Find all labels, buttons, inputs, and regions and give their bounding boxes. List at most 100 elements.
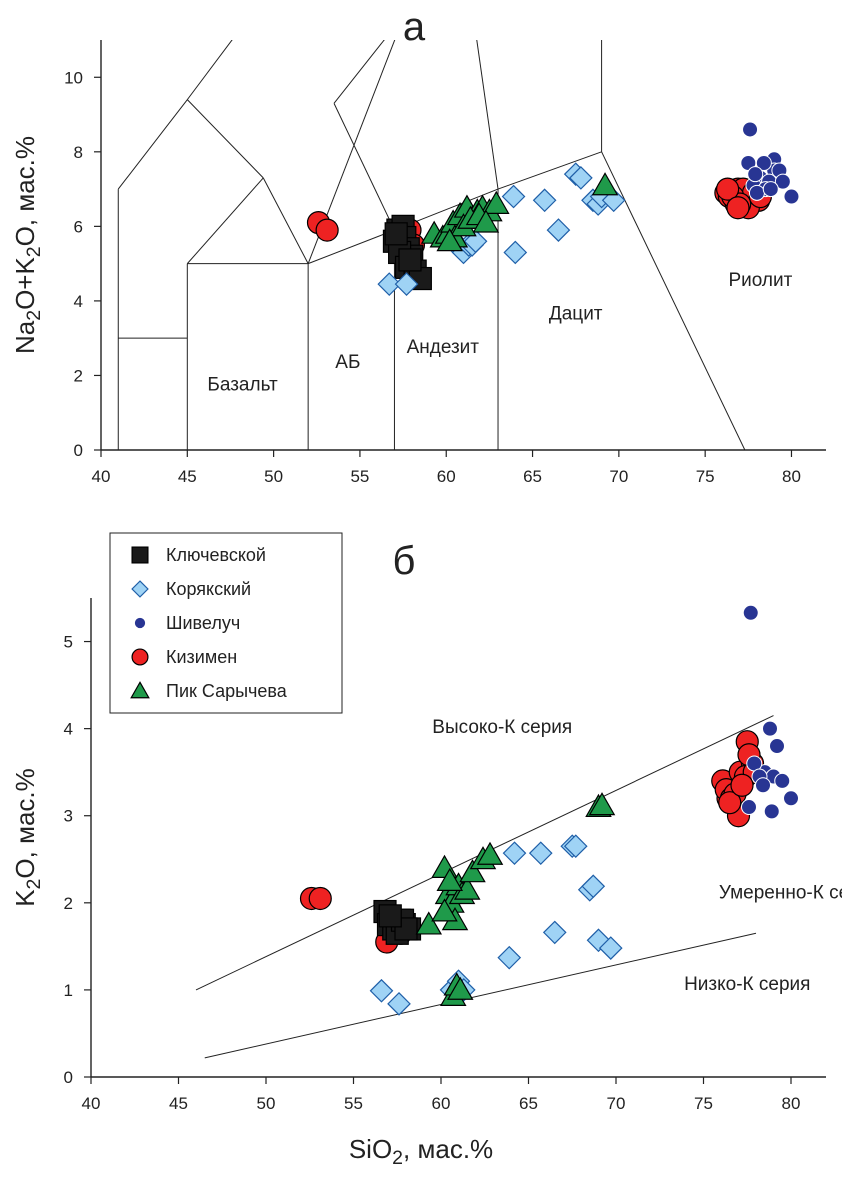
- point-shiveluch: [769, 738, 785, 755]
- point-peak-sarycheva: [591, 172, 619, 196]
- point-kizimen: [730, 773, 754, 797]
- point-peak-sarycheva: [472, 209, 500, 233]
- boundary-lines: [195, 715, 774, 1059]
- legend-label: Шивелуч: [166, 613, 240, 633]
- x-axis-label: SiO2, мас.%: [349, 1134, 493, 1169]
- boundary-line: [601, 151, 746, 450]
- point-shiveluch: [774, 173, 791, 190]
- panel-letter: б: [393, 539, 416, 583]
- boundary-line: [186, 99, 264, 179]
- point-koryaksky: [377, 272, 402, 296]
- boundary-line: [476, 40, 499, 190]
- boundary-lines: [117, 40, 746, 450]
- square-icon: [131, 546, 149, 564]
- point-koryaksky: [532, 188, 557, 213]
- point-shiveluch: [762, 720, 778, 737]
- point-koryaksky: [503, 240, 528, 265]
- series-label: Умеренно-К серия: [719, 882, 842, 903]
- point-shiveluch: [755, 155, 772, 171]
- y-tick-label: 6: [74, 217, 83, 236]
- boundary-line: [333, 103, 395, 231]
- y-tick-label: 5: [64, 633, 73, 652]
- point-shiveluch: [763, 803, 780, 820]
- point-klyuchevskoy: [384, 222, 408, 246]
- point-shiveluch: [742, 121, 759, 138]
- field-label: АБ: [335, 352, 360, 373]
- panel-letter: а: [403, 5, 426, 49]
- small-circle-icon: [133, 616, 147, 630]
- x-tick-label: 70: [609, 467, 628, 486]
- boundary-line: [204, 932, 757, 1059]
- legend: Ключевской Корякский Шивелуч Кизимен Пик Сар…: [109, 532, 343, 714]
- x-tick-label: 65: [523, 467, 542, 486]
- x-tick-label: 45: [178, 467, 197, 486]
- boundary-line: [307, 229, 395, 265]
- point-shiveluch: [783, 790, 799, 807]
- boundary-line: [186, 40, 233, 100]
- field-label: Базальт: [207, 374, 278, 395]
- point-koryaksky: [497, 945, 522, 970]
- x-tick-label: 60: [432, 1094, 451, 1113]
- field-label: Андезит: [407, 337, 480, 358]
- point-shiveluch: [774, 772, 791, 789]
- point-koryaksky: [528, 841, 553, 866]
- point-kizimen: [308, 886, 332, 911]
- boundary-line: [497, 151, 602, 190]
- y-tick-label: 10: [64, 68, 83, 87]
- triangle-icon: [130, 681, 150, 699]
- point-koryaksky: [542, 920, 567, 945]
- y-tick-label: 0: [74, 441, 83, 460]
- y-tick-label: 4: [64, 720, 73, 739]
- point-koryaksky: [581, 874, 606, 899]
- point-peak-sarycheva: [446, 976, 474, 1000]
- y-tick-label: 1: [64, 981, 73, 1000]
- x-tick-label: 40: [92, 467, 111, 486]
- series-label: Низко-К серия: [684, 974, 810, 995]
- y-tick-label: 2: [74, 366, 83, 385]
- point-koryaksky: [502, 841, 527, 866]
- boundary-line: [333, 40, 385, 104]
- point-kizimen: [726, 196, 750, 220]
- boundary-line: [186, 177, 264, 264]
- point-klyuchevskoy: [378, 904, 402, 928]
- x-tick-label: 70: [607, 1094, 626, 1113]
- point-kizimen: [716, 177, 740, 201]
- legend-box: [109, 532, 343, 714]
- point-shiveluch: [755, 777, 771, 794]
- x-tick-label: 55: [350, 467, 369, 486]
- point-klyuchevskoy: [398, 248, 422, 272]
- x-tick-label: 65: [519, 1094, 538, 1113]
- point-koryaksky: [598, 936, 623, 960]
- x-tick-label: 60: [437, 467, 456, 486]
- field-label: Дацит: [549, 304, 603, 325]
- point-shiveluch: [742, 604, 759, 621]
- data-points: [306, 121, 800, 296]
- x-tick-label: 55: [344, 1094, 363, 1113]
- diamond-icon: [131, 580, 149, 598]
- point-peak-sarycheva: [436, 228, 463, 252]
- point-peak-sarycheva: [415, 911, 443, 935]
- series-label: Высоко-К серия: [432, 717, 572, 738]
- legend-label: Корякский: [166, 579, 251, 599]
- x-tick-label: 75: [696, 467, 715, 486]
- point-koryaksky: [387, 991, 411, 1016]
- point-peak-sarycheva: [459, 859, 486, 883]
- y-tick-label: 3: [64, 807, 73, 826]
- x-tick-label: 45: [169, 1094, 188, 1113]
- point-peak-sarycheva: [588, 792, 616, 816]
- point-shiveluch: [762, 181, 779, 198]
- legend-label: Кизимен: [166, 647, 237, 667]
- point-peak-sarycheva: [483, 190, 510, 214]
- point-shiveluch: [783, 188, 800, 205]
- point-shiveluch: [741, 799, 757, 816]
- data-points: [299, 604, 799, 1016]
- y-axis-label: K2O, мас.%: [10, 768, 45, 907]
- y-tick-label: 2: [64, 894, 73, 913]
- boundary-line: [262, 177, 309, 264]
- panel-a: 40 45 50 55 60 65 70 75 80 0 2 4 6 8 10 а Na2O+K2O, мас.…: [10, 5, 826, 486]
- point-koryaksky: [546, 218, 571, 242]
- x-tick-label: 80: [782, 1094, 801, 1113]
- x-tick-label: 50: [257, 1094, 276, 1113]
